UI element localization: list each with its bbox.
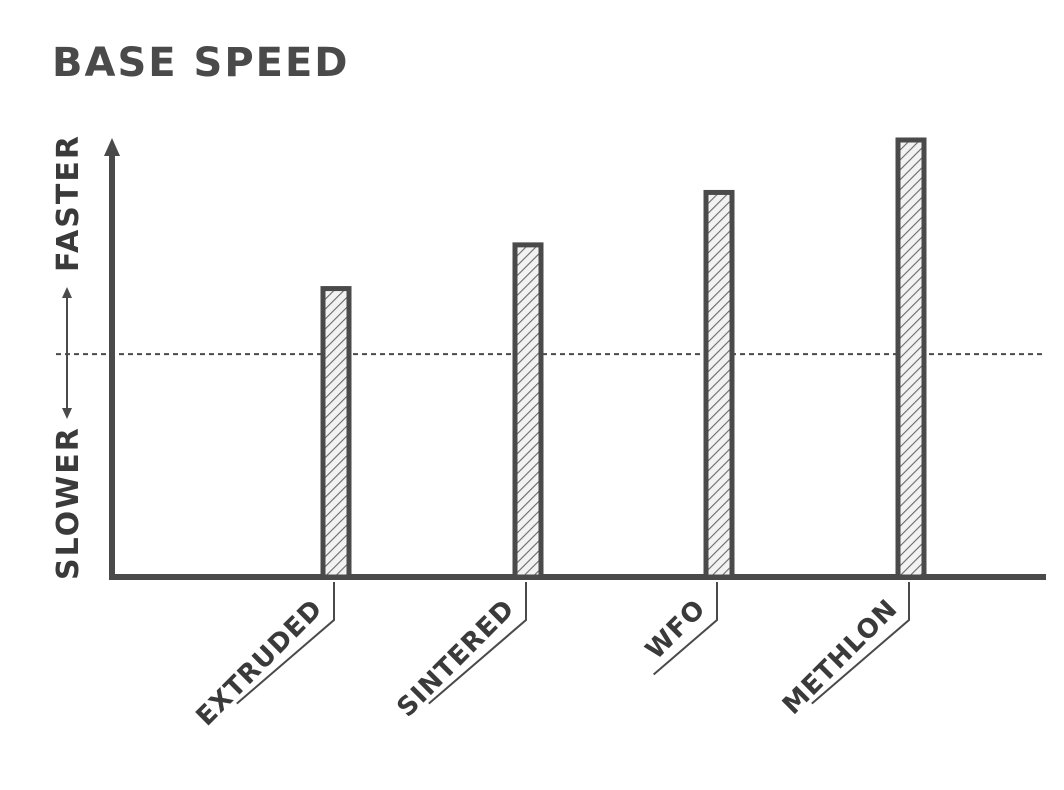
category-label-extruded: EXTRUDED [191, 594, 329, 732]
category-label-sintered: SINTERED [392, 594, 521, 723]
bar-sintered [512, 242, 544, 580]
faster-slower-arrow [62, 287, 72, 419]
category-label-methlon: METHLON [777, 594, 904, 721]
bars-group [320, 137, 927, 580]
y-axis-arrow [104, 138, 120, 156]
y-top-label: FASTER [51, 134, 86, 272]
chart-title: BASE SPEED [52, 40, 350, 86]
category-leader-line [428, 582, 527, 705]
y-bottom-label: SLOWER [51, 426, 86, 580]
bar-methlon [895, 137, 927, 580]
bar-wfo [703, 189, 735, 580]
bar-extruded [320, 286, 352, 580]
category-leader-line [811, 582, 910, 705]
category-leader-line [652, 582, 718, 676]
category-labels-group: EXTRUDED SINTERED WFO METHLON [191, 582, 910, 732]
category-leader-line [236, 582, 335, 705]
